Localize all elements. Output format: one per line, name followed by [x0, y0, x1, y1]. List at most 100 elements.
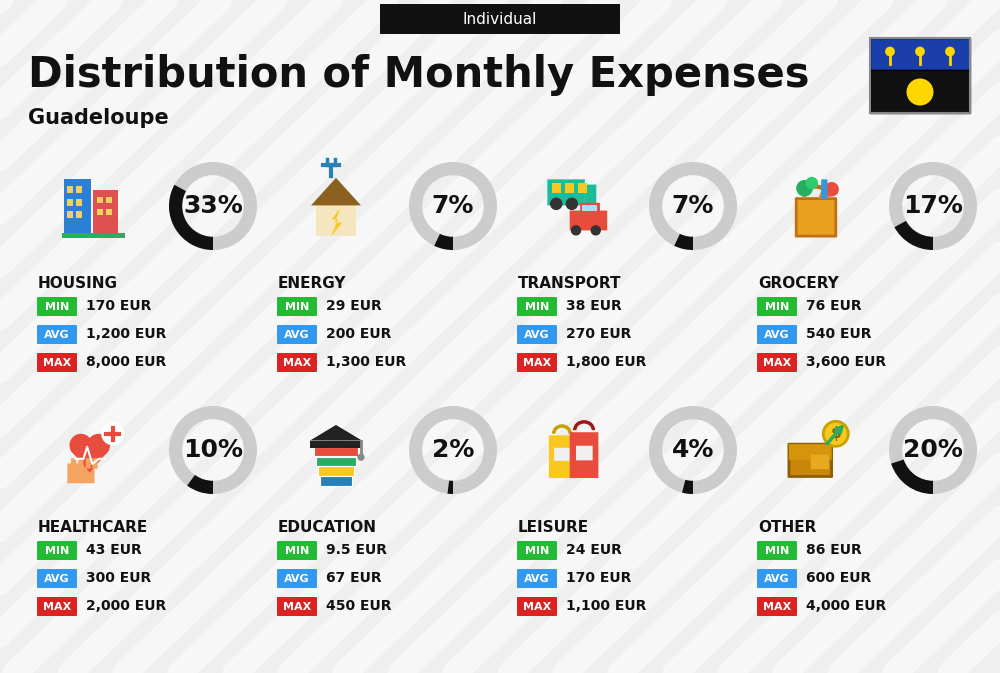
FancyBboxPatch shape	[576, 446, 593, 460]
Wedge shape	[447, 481, 453, 494]
FancyBboxPatch shape	[277, 325, 317, 344]
FancyBboxPatch shape	[517, 297, 557, 316]
Text: AVG: AVG	[764, 330, 790, 339]
Wedge shape	[409, 406, 497, 494]
Text: 9.5 EUR: 9.5 EUR	[326, 544, 387, 557]
Circle shape	[571, 225, 581, 236]
FancyBboxPatch shape	[318, 466, 354, 476]
Text: MAX: MAX	[283, 602, 311, 612]
FancyBboxPatch shape	[570, 432, 598, 478]
FancyBboxPatch shape	[277, 597, 317, 616]
FancyBboxPatch shape	[821, 180, 827, 199]
Circle shape	[945, 46, 955, 57]
Text: 1,100 EUR: 1,100 EUR	[566, 600, 646, 614]
Text: MIN: MIN	[525, 302, 549, 312]
Text: EDUCATION: EDUCATION	[278, 520, 377, 535]
FancyBboxPatch shape	[64, 180, 91, 234]
Text: MAX: MAX	[43, 357, 71, 367]
Text: 76 EUR: 76 EUR	[806, 299, 862, 314]
Text: 170 EUR: 170 EUR	[86, 299, 151, 314]
FancyBboxPatch shape	[37, 569, 77, 588]
Text: 20%: 20%	[903, 438, 963, 462]
Wedge shape	[894, 221, 933, 250]
FancyBboxPatch shape	[314, 447, 358, 456]
FancyBboxPatch shape	[789, 444, 832, 476]
Circle shape	[357, 454, 365, 461]
Text: MAX: MAX	[523, 602, 551, 612]
Text: 4,000 EUR: 4,000 EUR	[806, 600, 886, 614]
Text: ENERGY: ENERGY	[278, 276, 347, 291]
Text: MIN: MIN	[525, 546, 549, 555]
Circle shape	[591, 225, 601, 236]
FancyBboxPatch shape	[97, 209, 103, 215]
Text: 600 EUR: 600 EUR	[806, 571, 871, 586]
Text: $: $	[830, 426, 841, 441]
Wedge shape	[169, 185, 213, 250]
FancyBboxPatch shape	[517, 541, 557, 560]
FancyBboxPatch shape	[76, 211, 82, 219]
Text: Guadeloupe: Guadeloupe	[28, 108, 169, 128]
FancyBboxPatch shape	[578, 183, 587, 193]
FancyBboxPatch shape	[76, 186, 82, 193]
FancyBboxPatch shape	[37, 353, 77, 372]
Text: MAX: MAX	[523, 357, 551, 367]
FancyBboxPatch shape	[37, 541, 77, 560]
FancyBboxPatch shape	[62, 233, 125, 238]
FancyBboxPatch shape	[517, 353, 557, 372]
Text: HOUSING: HOUSING	[38, 276, 118, 291]
Text: 1,200 EUR: 1,200 EUR	[86, 328, 166, 341]
FancyBboxPatch shape	[570, 211, 607, 230]
FancyBboxPatch shape	[71, 458, 76, 468]
FancyBboxPatch shape	[517, 597, 557, 616]
FancyBboxPatch shape	[757, 597, 797, 616]
FancyBboxPatch shape	[811, 454, 829, 469]
FancyBboxPatch shape	[549, 435, 575, 478]
Polygon shape	[818, 181, 831, 199]
Text: GROCERY: GROCERY	[758, 276, 839, 291]
Text: 1,800 EUR: 1,800 EUR	[566, 355, 646, 369]
FancyBboxPatch shape	[92, 458, 98, 468]
Text: Distribution of Monthly Expenses: Distribution of Monthly Expenses	[28, 54, 810, 96]
Wedge shape	[889, 406, 977, 494]
FancyBboxPatch shape	[277, 353, 317, 372]
Text: AVG: AVG	[524, 573, 550, 583]
Text: HEALTHCARE: HEALTHCARE	[38, 520, 148, 535]
Circle shape	[550, 198, 562, 210]
Circle shape	[69, 434, 92, 457]
Text: 86 EUR: 86 EUR	[806, 544, 862, 557]
Text: AVG: AVG	[44, 573, 70, 583]
FancyBboxPatch shape	[316, 456, 356, 466]
Text: Individual: Individual	[463, 11, 537, 26]
Text: AVG: AVG	[284, 573, 310, 583]
FancyBboxPatch shape	[585, 184, 596, 205]
FancyBboxPatch shape	[106, 209, 112, 215]
Text: MIN: MIN	[765, 302, 789, 312]
FancyBboxPatch shape	[552, 183, 561, 193]
FancyBboxPatch shape	[757, 569, 797, 588]
FancyBboxPatch shape	[796, 199, 836, 236]
FancyBboxPatch shape	[93, 190, 118, 234]
Text: TRANSPORT: TRANSPORT	[518, 276, 622, 291]
Wedge shape	[434, 234, 453, 250]
Circle shape	[806, 177, 818, 189]
FancyBboxPatch shape	[757, 541, 797, 560]
Circle shape	[87, 434, 110, 457]
Wedge shape	[891, 460, 933, 494]
Circle shape	[796, 180, 813, 197]
FancyBboxPatch shape	[76, 199, 82, 206]
Text: 8,000 EUR: 8,000 EUR	[86, 355, 166, 369]
Text: 2,000 EUR: 2,000 EUR	[86, 600, 166, 614]
FancyBboxPatch shape	[580, 203, 600, 213]
FancyBboxPatch shape	[310, 441, 362, 448]
FancyBboxPatch shape	[757, 297, 797, 316]
Text: MAX: MAX	[763, 357, 791, 367]
FancyBboxPatch shape	[67, 464, 94, 483]
FancyBboxPatch shape	[870, 69, 970, 113]
Text: 33%: 33%	[183, 194, 243, 218]
FancyBboxPatch shape	[380, 4, 620, 34]
FancyBboxPatch shape	[582, 205, 597, 211]
FancyBboxPatch shape	[67, 211, 73, 219]
FancyBboxPatch shape	[757, 353, 797, 372]
Text: MIN: MIN	[285, 546, 309, 555]
FancyBboxPatch shape	[757, 325, 797, 344]
